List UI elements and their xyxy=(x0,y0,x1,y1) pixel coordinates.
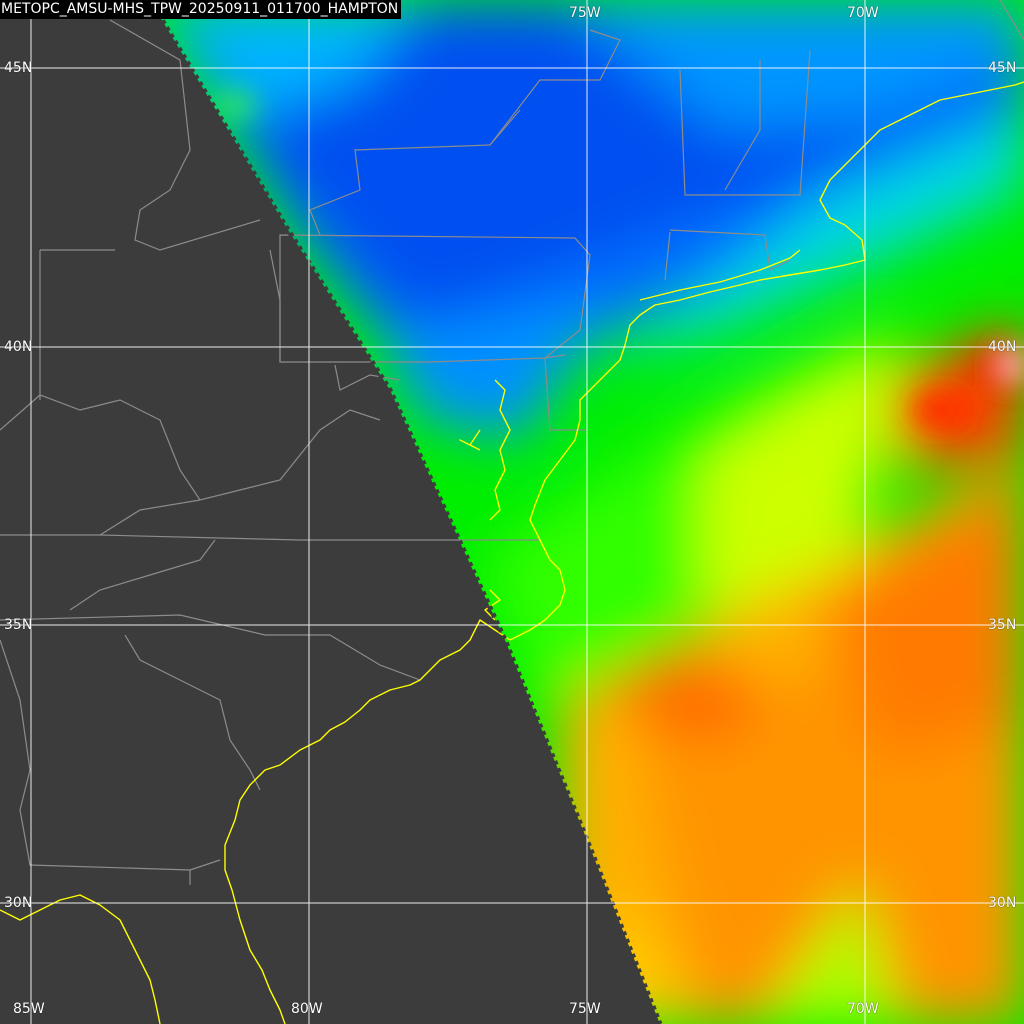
lat-label-40n-left: 40N xyxy=(4,339,33,355)
lon-label-80w-bottom: 80W xyxy=(291,1001,323,1017)
coastline xyxy=(0,81,1024,1024)
lat-label-35n-right: 35N xyxy=(988,617,1017,633)
state-borders xyxy=(0,0,1024,885)
lon-label-85w-bottom: 85W xyxy=(13,1001,45,1017)
lon-label-70w-bottom: 70W xyxy=(847,1001,879,1017)
lon-label-75w-bottom: 75W xyxy=(569,1001,601,1017)
lat-label-30n-right: 30N xyxy=(988,895,1017,911)
lat-label-35n-left: 35N xyxy=(4,617,33,633)
lon-label-75w-top: 75W xyxy=(569,5,601,21)
lat-label-45n-left: 45N xyxy=(4,60,33,76)
lat-label-40n-right: 40N xyxy=(988,339,1017,355)
swath-edge xyxy=(147,0,663,1024)
product-title: METOPC_AMSU-MHS_TPW_20250911_011700_HAMP… xyxy=(0,0,402,19)
lat-label-30n-left: 30N xyxy=(4,895,33,911)
lat-label-45n-right: 45N xyxy=(988,60,1017,76)
lon-label-70w-top: 70W xyxy=(847,5,879,21)
